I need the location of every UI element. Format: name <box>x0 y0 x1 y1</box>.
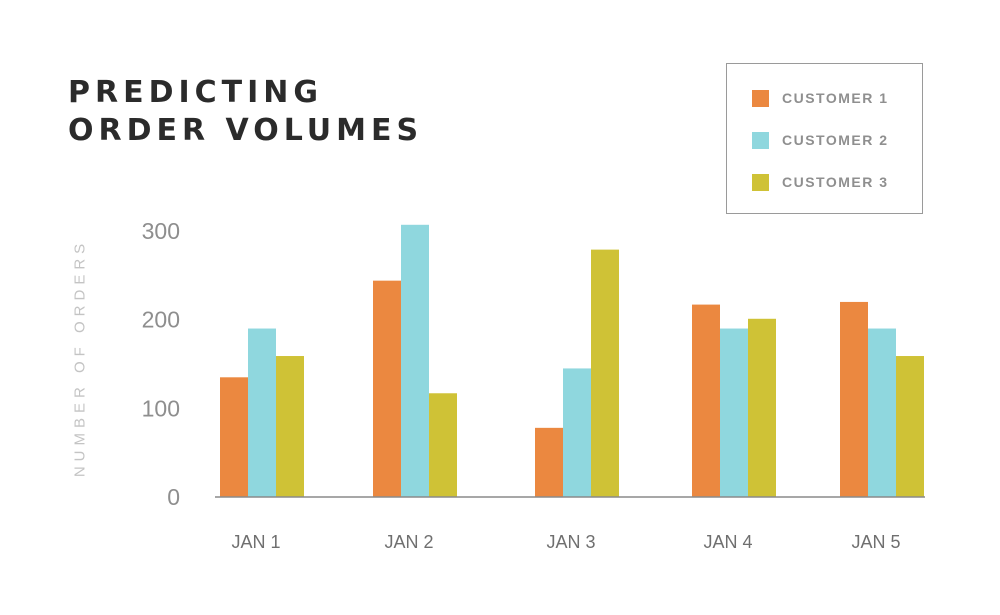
bar-2-jan-1 <box>248 328 276 497</box>
bar-1-jan-2 <box>373 280 401 497</box>
legend-item-customer-1: CUSTOMER 1 <box>752 89 889 107</box>
x-tick-label-jan-2: JAN 2 <box>384 532 433 552</box>
bar-2-jan-2 <box>401 224 429 497</box>
bar-1-jan-3 <box>535 427 563 497</box>
bar-2-jan-3 <box>563 368 591 497</box>
legend-item-customer-3: CUSTOMER 3 <box>752 173 889 191</box>
legend-label-customer-3: CUSTOMER 3 <box>782 174 889 190</box>
bars-group <box>220 224 924 497</box>
bar-1-jan-1 <box>220 377 248 497</box>
legend-swatch-customer-2 <box>752 131 769 149</box>
legend-item-customer-2: CUSTOMER 2 <box>752 131 889 149</box>
bar-3-jan-1 <box>276 356 304 497</box>
bar-2-jan-5 <box>868 328 896 497</box>
x-tick-label-jan-5: JAN 5 <box>851 532 900 552</box>
bar-1-jan-5 <box>840 301 868 497</box>
legend-label-customer-2: CUSTOMER 2 <box>782 132 889 148</box>
x-tick-label-jan-1: JAN 1 <box>231 532 280 552</box>
bar-3-jan-2 <box>429 393 457 497</box>
chart-legend: CUSTOMER 1 CUSTOMER 2 CUSTOMER 3 <box>726 63 923 214</box>
legend-swatch-customer-3 <box>752 173 769 191</box>
bar-3-jan-5 <box>896 356 924 497</box>
bar-3-jan-3 <box>591 249 619 497</box>
x-ticks-group: JAN 1 JAN 2 JAN 3 JAN 4 JAN 5 <box>231 532 900 552</box>
x-tick-label-jan-4: JAN 4 <box>703 532 752 552</box>
chart-title-line-2: ORDER VOLUMES <box>68 113 424 148</box>
chart-title-line-1: PREDICTING <box>68 75 324 110</box>
y-tick-label-100: 100 <box>142 395 180 421</box>
bar-1-jan-4 <box>692 304 720 497</box>
legend-label-customer-1: CUSTOMER 1 <box>782 90 889 106</box>
chart-title: PREDICTING ORDER VOLUMES <box>68 74 423 150</box>
x-tick-label-jan-3: JAN 3 <box>546 532 595 552</box>
y-tick-label-300: 300 <box>142 218 180 244</box>
bar-3-jan-4 <box>748 318 776 497</box>
y-tick-label-0: 0 <box>167 484 180 510</box>
y-tick-label-200: 200 <box>142 307 180 333</box>
y-ticks-group: 0 100 200 300 <box>142 218 180 510</box>
bar-2-jan-4 <box>720 328 748 497</box>
legend-swatch-customer-1 <box>752 89 769 107</box>
